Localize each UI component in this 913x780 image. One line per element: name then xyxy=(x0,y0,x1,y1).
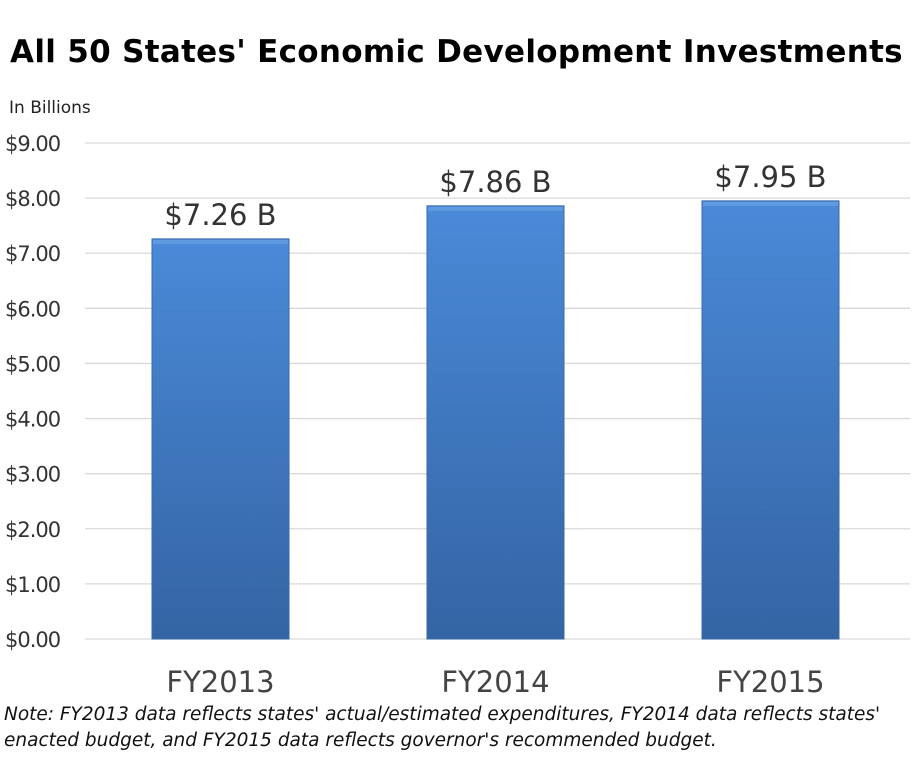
data-label: $7.95 B xyxy=(714,160,826,194)
y-tick-label: $8.00 xyxy=(5,187,60,211)
data-label: $7.86 B xyxy=(439,165,551,199)
bar-fy2015 xyxy=(701,200,840,640)
y-tick-label: $3.00 xyxy=(5,463,60,487)
y-tick-label: $4.00 xyxy=(5,408,60,432)
y-tick-label: $0.00 xyxy=(5,628,60,652)
y-tick-label: $9.00 xyxy=(5,132,60,156)
x-tick-label: FY2015 xyxy=(716,665,824,699)
bar-fy2014 xyxy=(426,205,565,640)
bar-bevel xyxy=(703,201,838,206)
y-tick-label: $7.00 xyxy=(5,242,60,266)
chart-title: All 50 States' Economic Development Inve… xyxy=(10,34,903,70)
bar-bevel xyxy=(428,206,563,211)
data-label: $7.26 B xyxy=(164,198,276,232)
footnote: Note: FY2013 data reflects states' actua… xyxy=(4,704,881,751)
y-tick-label: $1.00 xyxy=(5,573,60,597)
x-tick-label: FY2014 xyxy=(441,665,549,699)
bar-bevel xyxy=(153,239,288,244)
bar-fy2013 xyxy=(151,238,290,640)
x-tick-label: FY2013 xyxy=(166,665,274,699)
y-tick-label: $5.00 xyxy=(5,352,60,376)
y-tick-label: $2.00 xyxy=(5,518,60,542)
y-axis-label: In Billions xyxy=(9,98,91,118)
y-tick-label: $6.00 xyxy=(5,297,60,321)
